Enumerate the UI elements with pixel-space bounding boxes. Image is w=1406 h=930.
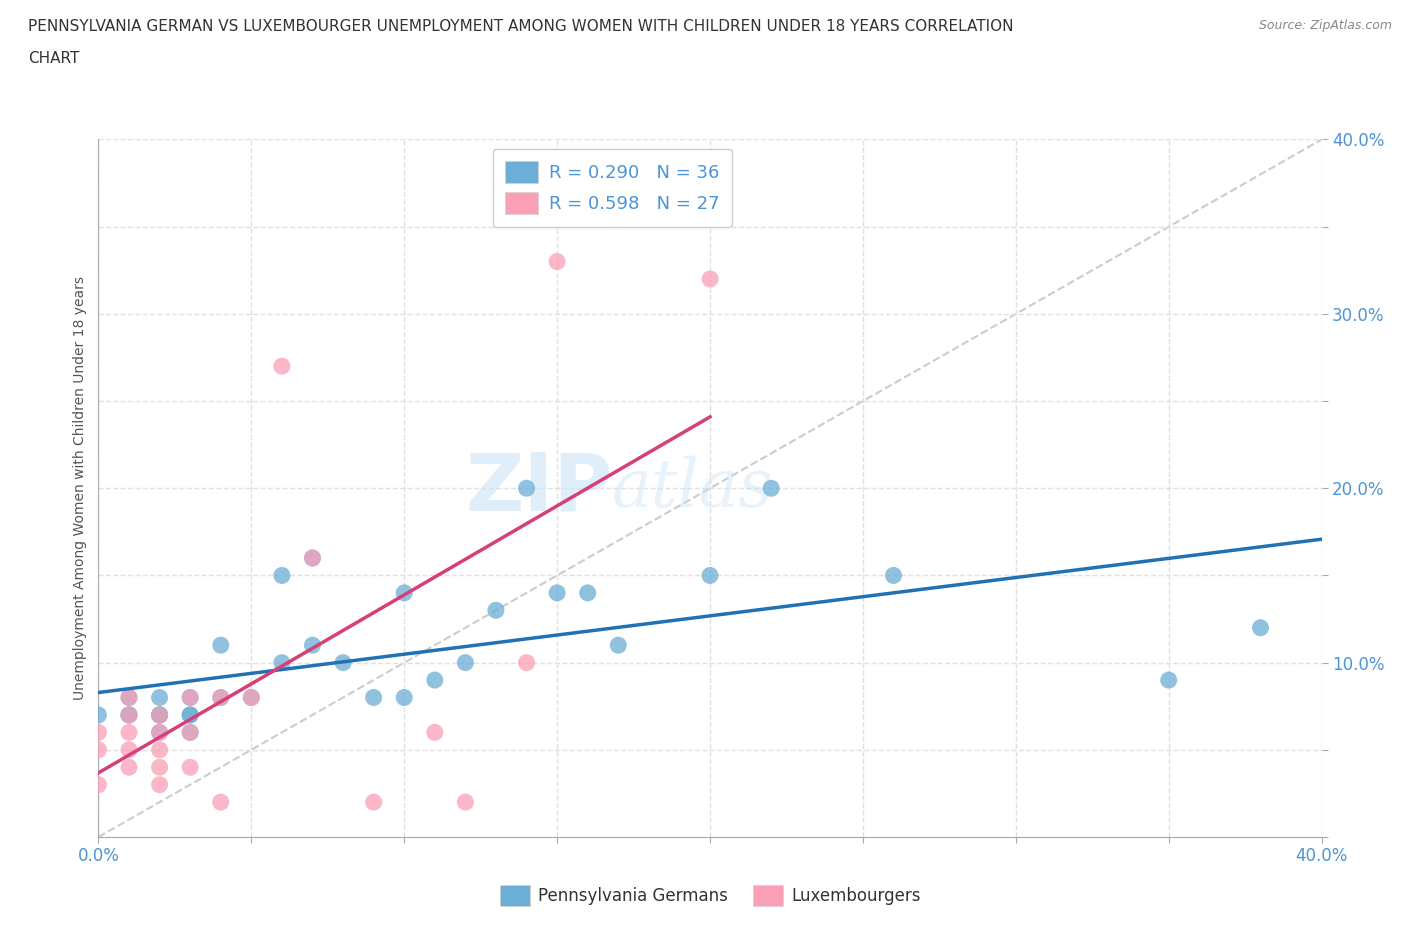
Point <box>179 690 201 705</box>
Point <box>392 690 416 705</box>
Text: CHART: CHART <box>28 51 80 66</box>
Point <box>423 725 446 740</box>
Text: Source: ZipAtlas.com: Source: ZipAtlas.com <box>1258 19 1392 32</box>
Text: atlas: atlas <box>612 456 773 521</box>
Point <box>149 777 172 792</box>
Y-axis label: Unemployment Among Women with Children Under 18 years: Unemployment Among Women with Children U… <box>73 276 87 700</box>
Point <box>301 638 323 653</box>
Point <box>363 794 385 809</box>
Point <box>270 359 292 374</box>
Point <box>179 725 201 740</box>
Point <box>363 690 385 705</box>
Point <box>179 760 201 775</box>
Point <box>209 638 232 653</box>
Point <box>179 708 201 723</box>
Point <box>270 568 292 583</box>
Point <box>179 690 201 705</box>
Point <box>546 254 568 269</box>
Legend: Pennsylvania Germans, Luxembourgers: Pennsylvania Germans, Luxembourgers <box>494 879 927 912</box>
Point <box>209 690 232 705</box>
Point <box>87 725 110 740</box>
Point <box>240 690 263 705</box>
Point <box>149 708 172 723</box>
Point <box>87 742 110 757</box>
Point <box>1157 672 1180 687</box>
Point <box>118 725 141 740</box>
Point <box>699 272 721 286</box>
Point <box>546 586 568 601</box>
Point <box>87 708 110 723</box>
Text: ZIP: ZIP <box>465 449 612 527</box>
Point <box>118 690 141 705</box>
Point <box>149 760 172 775</box>
Point <box>149 742 172 757</box>
Point <box>454 655 477 670</box>
Point <box>883 568 905 583</box>
Point <box>179 708 201 723</box>
Point <box>1249 620 1271 635</box>
Point <box>332 655 354 670</box>
Point <box>118 760 141 775</box>
Point <box>179 725 201 740</box>
Point <box>454 794 477 809</box>
Point <box>209 794 232 809</box>
Text: PENNSYLVANIA GERMAN VS LUXEMBOURGER UNEMPLOYMENT AMONG WOMEN WITH CHILDREN UNDER: PENNSYLVANIA GERMAN VS LUXEMBOURGER UNEM… <box>28 19 1014 33</box>
Point <box>118 742 141 757</box>
Point <box>240 690 263 705</box>
Point <box>149 708 172 723</box>
Point <box>516 481 538 496</box>
Point <box>301 551 323 565</box>
Point <box>118 708 141 723</box>
Point <box>118 708 141 723</box>
Point <box>87 777 110 792</box>
Point <box>607 638 630 653</box>
Point <box>209 690 232 705</box>
Point <box>699 568 721 583</box>
Point <box>149 690 172 705</box>
Point <box>759 481 782 496</box>
Point <box>423 672 446 687</box>
Point <box>149 725 172 740</box>
Point <box>118 708 141 723</box>
Point <box>485 603 508 618</box>
Point <box>118 690 141 705</box>
Point <box>149 708 172 723</box>
Point <box>149 725 172 740</box>
Point <box>149 708 172 723</box>
Point <box>270 655 292 670</box>
Point <box>301 551 323 565</box>
Point <box>576 586 599 601</box>
Point <box>392 586 416 601</box>
Point <box>516 655 538 670</box>
